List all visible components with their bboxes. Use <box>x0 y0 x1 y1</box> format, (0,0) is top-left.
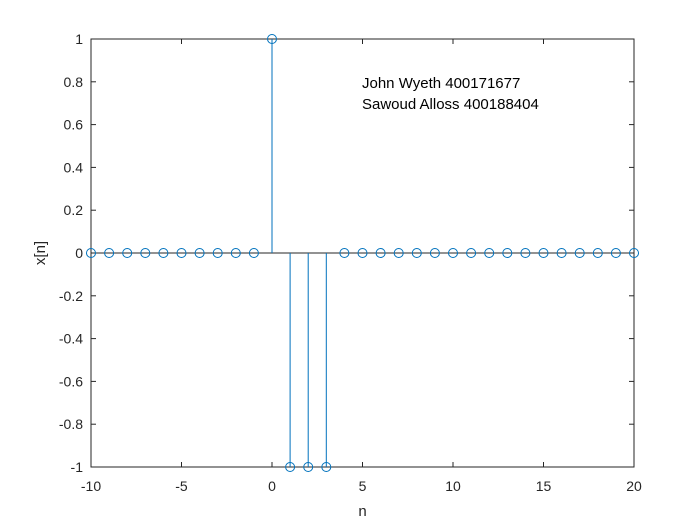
stem-marker <box>86 248 96 258</box>
y-tick-label: 0.4 <box>64 159 84 175</box>
stem-marker <box>285 462 296 472</box>
x-tick-label: 20 <box>626 478 642 494</box>
y-tick-label: -0.2 <box>59 288 83 304</box>
stem-marker <box>592 248 603 258</box>
x-tick-label: 5 <box>359 478 367 494</box>
annotation-line-1: John Wyeth 400171677 <box>362 75 520 92</box>
x-tick-label: 10 <box>445 478 461 494</box>
stem-marker <box>321 462 332 472</box>
y-tick-label: -1 <box>71 459 84 475</box>
stem-marker <box>267 34 277 44</box>
stem-marker <box>140 248 151 258</box>
y-axis-label: x[n] <box>32 241 49 265</box>
y-tick-label: -0.6 <box>59 373 83 389</box>
x-tick-label: -5 <box>175 478 188 494</box>
stem-marker <box>375 248 386 258</box>
stem-marker <box>466 248 477 258</box>
x-tick-label: -10 <box>81 478 101 494</box>
y-tick-label: -0.8 <box>59 416 83 432</box>
stem-marker <box>484 248 495 258</box>
stem-marker <box>122 248 133 258</box>
stem-marker <box>411 248 422 258</box>
stem-marker <box>538 248 549 258</box>
axis-ticks: -10 -5 0 5 10 15 20 -1 -0.8 -0.6 -0.4 -0.2 0 0.2 0.4 0.… <box>59 31 642 494</box>
stem-marker <box>303 462 314 472</box>
x-tick-label: 15 <box>536 478 552 494</box>
stem-marker <box>248 248 259 258</box>
stem-marker <box>194 248 205 258</box>
y-tick-label: -0.4 <box>59 331 83 347</box>
stem-series <box>86 34 639 472</box>
stem-marker <box>212 248 223 258</box>
annotation-line-2: Sawoud Alloss 400188404 <box>362 96 539 113</box>
x-axis-label: n <box>358 503 366 520</box>
stem-marker <box>104 248 115 258</box>
stem-marker <box>230 248 241 258</box>
stem-marker <box>158 248 169 258</box>
stem-marker <box>176 248 187 258</box>
y-tick-label: 0 <box>75 245 83 261</box>
stem-marker <box>556 248 567 258</box>
stem-marker <box>502 248 513 258</box>
y-tick-label: 1 <box>75 31 83 47</box>
stem-marker <box>448 248 458 258</box>
stem-marker <box>393 248 404 258</box>
stem-marker <box>574 248 585 258</box>
y-tick-label: 0.2 <box>64 202 84 218</box>
stem-marker <box>357 248 368 258</box>
x-tick-label: 0 <box>268 478 276 494</box>
stem-marker <box>629 248 639 258</box>
stem-marker <box>429 248 440 258</box>
stem-marker <box>610 248 621 258</box>
y-tick-label: 0.6 <box>64 117 84 133</box>
stem-marker <box>339 248 350 258</box>
stem-marker <box>520 248 531 258</box>
y-tick-label: 0.8 <box>64 74 84 90</box>
